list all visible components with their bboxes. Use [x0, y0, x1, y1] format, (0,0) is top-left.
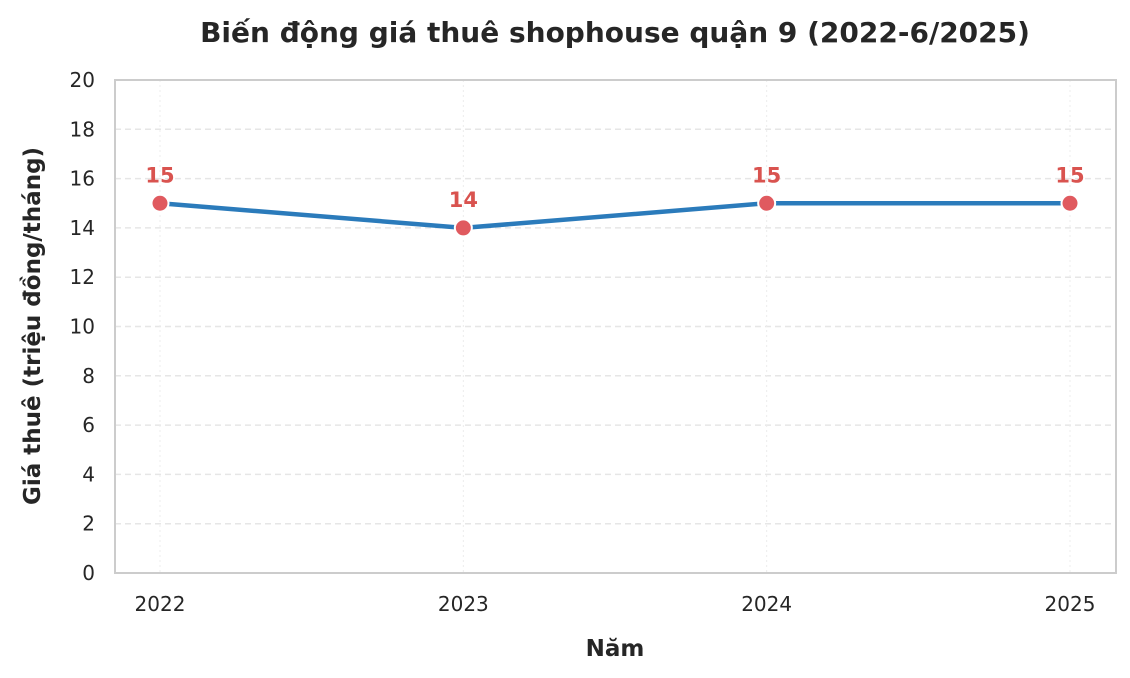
x-tick-label: 2022 [135, 592, 186, 616]
x-tick-label: 2024 [741, 592, 792, 616]
y-tick-label: 18 [70, 117, 95, 141]
y-tick-label: 14 [70, 216, 95, 240]
data-point [1060, 193, 1080, 213]
y-tick-label: 4 [82, 462, 95, 486]
x-tick-label: 2025 [1045, 592, 1096, 616]
y-tick-label: 12 [70, 265, 95, 289]
series [150, 193, 1080, 238]
y-tick-label: 2 [82, 512, 95, 536]
y-tick-label: 16 [70, 167, 95, 191]
data-label: 14 [449, 188, 478, 212]
y-tick-label: 0 [82, 561, 95, 585]
chart-title: Biến động giá thuê shophouse quận 9 (202… [200, 16, 1030, 49]
data-label: 15 [752, 163, 781, 187]
series-line [157, 201, 1073, 231]
x-tick-label: 2023 [438, 592, 489, 616]
data-point [453, 218, 473, 238]
y-tick-label: 10 [70, 315, 95, 339]
y-tick-label: 6 [82, 413, 95, 437]
data-point [757, 193, 777, 213]
data-label: 15 [145, 163, 174, 187]
data-label: 15 [1055, 163, 1084, 187]
y-tick-label: 8 [82, 364, 95, 388]
y-axis-label: Giá thuê (triệu đồng/tháng) [19, 147, 46, 505]
data-point [150, 193, 170, 213]
x-axis-ticks: 2022 2023 2024 2025 [135, 592, 1096, 616]
x-axis-label: Năm [586, 636, 645, 662]
y-tick-label: 20 [70, 68, 95, 92]
grid [115, 80, 1116, 573]
data-labels: 15 14 15 15 [145, 163, 1084, 212]
plot-frame [114, 79, 1117, 574]
y-axis-ticks: 0 2 4 6 8 10 12 14 16 18 20 [70, 68, 95, 585]
